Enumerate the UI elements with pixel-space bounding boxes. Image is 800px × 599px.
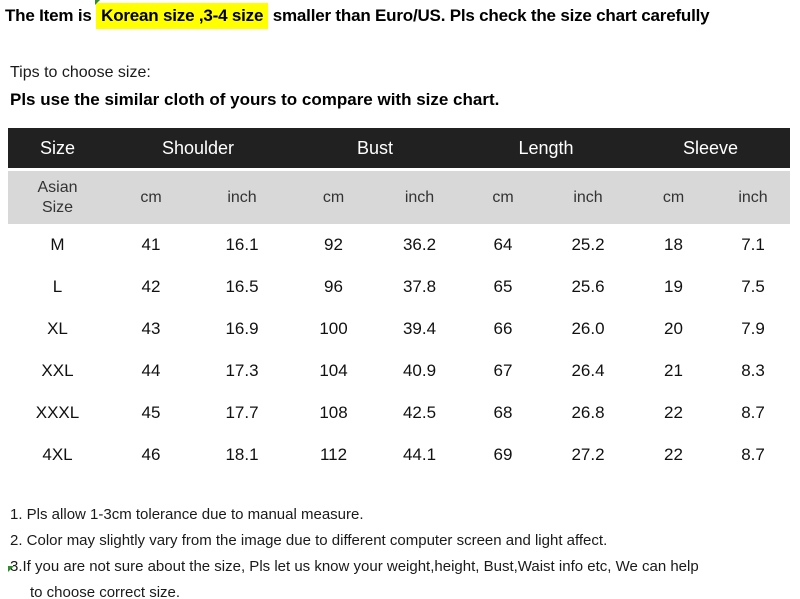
asian-size-line1: Asian <box>37 178 78 196</box>
size-cell: 4XL <box>8 434 107 476</box>
value-cell: 16.9 <box>195 308 289 350</box>
value-cell: 42 <box>107 266 195 308</box>
value-cell: 8.7 <box>716 434 791 476</box>
unit-cell: cm <box>289 171 378 224</box>
intro-highlight: Korean size ,3-4 size <box>95 0 269 29</box>
size-chart-table: Size Shoulder Bust Length Sleeve Asian Si… <box>8 128 791 476</box>
value-cell: 16.5 <box>195 266 289 308</box>
col-header-length: Length <box>461 128 631 171</box>
value-cell: 8.7 <box>716 392 791 434</box>
unit-cell: inch <box>378 171 461 224</box>
unit-cell: cm <box>107 171 195 224</box>
table-row: XXXL 45 17.7 108 42.5 68 26.8 22 8.7 <box>8 392 791 434</box>
value-cell: 64 <box>461 224 545 266</box>
col-header-sleeve: Sleeve <box>631 128 791 171</box>
value-cell: 25.6 <box>545 266 631 308</box>
table-row: XXL 44 17.3 104 40.9 67 26.4 21 8.3 <box>8 350 791 392</box>
unit-cell: cm <box>631 171 716 224</box>
unit-cell: inch <box>545 171 631 224</box>
value-cell: 39.4 <box>378 308 461 350</box>
tips-heading: Tips to choose size: <box>10 64 151 81</box>
size-cell: M <box>8 224 107 266</box>
value-cell: 21 <box>631 350 716 392</box>
value-cell: 26.0 <box>545 308 631 350</box>
value-cell: 69 <box>461 434 545 476</box>
asian-size-line2: Size <box>41 198 74 216</box>
value-cell: 96 <box>289 266 378 308</box>
value-cell: 45 <box>107 392 195 434</box>
size-cell: XXXL <box>8 392 107 434</box>
footer-notes: 1. Pls allow 1-3cm tolerance due to manu… <box>10 502 790 599</box>
col-header-size: Size <box>8 128 107 171</box>
size-cell: L <box>8 266 107 308</box>
table-subheader-row: Asian Size cm inch cm inch cm inch cm inc… <box>8 171 791 224</box>
value-cell: 41 <box>107 224 195 266</box>
note-3-continued: to choose correct size. <box>30 584 181 599</box>
green-corner-marker-icon <box>95 0 102 5</box>
value-cell: 27.2 <box>545 434 631 476</box>
value-cell: 67 <box>461 350 545 392</box>
value-cell: 40.9 <box>378 350 461 392</box>
unit-cell: cm <box>461 171 545 224</box>
value-cell: 7.5 <box>716 266 791 308</box>
unit-cell: inch <box>195 171 289 224</box>
value-cell: 18.1 <box>195 434 289 476</box>
intro-suffix: smaller than Euro/US. Pls check the size… <box>268 6 710 25</box>
table-header-row: Size Shoulder Bust Length Sleeve <box>8 128 791 171</box>
value-cell: 36.2 <box>378 224 461 266</box>
intro-title: The Item is Korean size ,3-4 size smalle… <box>5 0 797 29</box>
value-cell: 20 <box>631 308 716 350</box>
value-cell: 22 <box>631 392 716 434</box>
value-cell: 19 <box>631 266 716 308</box>
compare-tip: Pls use the similar cloth of yours to co… <box>10 90 500 109</box>
unit-cell: inch <box>716 171 791 224</box>
value-cell: 104 <box>289 350 378 392</box>
value-cell: 44.1 <box>378 434 461 476</box>
note-2: 2. Color may slightly vary from the imag… <box>10 532 608 549</box>
table-row: 4XL 46 18.1 112 44.1 69 27.2 22 8.7 <box>8 434 791 476</box>
value-cell: 26.8 <box>545 392 631 434</box>
value-cell: 25.2 <box>545 224 631 266</box>
size-cell: XXL <box>8 350 107 392</box>
value-cell: 44 <box>107 350 195 392</box>
value-cell: 112 <box>289 434 378 476</box>
value-cell: 43 <box>107 308 195 350</box>
value-cell: 68 <box>461 392 545 434</box>
size-cell: XL <box>8 308 107 350</box>
value-cell: 22 <box>631 434 716 476</box>
value-cell: 16.1 <box>195 224 289 266</box>
note-3: 3.If you are not sure about the size, Pl… <box>10 558 699 575</box>
value-cell: 66 <box>461 308 545 350</box>
green-corner-marker-icon <box>8 566 14 572</box>
value-cell: 42.5 <box>378 392 461 434</box>
value-cell: 46 <box>107 434 195 476</box>
table-row: M 41 16.1 92 36.2 64 25.2 18 7.1 <box>8 224 791 266</box>
value-cell: 100 <box>289 308 378 350</box>
note-1: 1. Pls allow 1-3cm tolerance due to manu… <box>10 506 364 523</box>
value-cell: 18 <box>631 224 716 266</box>
table-row: XL 43 16.9 100 39.4 66 26.0 20 7.9 <box>8 308 791 350</box>
intro-prefix: The Item is <box>5 6 97 25</box>
value-cell: 17.7 <box>195 392 289 434</box>
value-cell: 65 <box>461 266 545 308</box>
asian-size-label: Asian Size <box>8 171 107 224</box>
value-cell: 108 <box>289 392 378 434</box>
value-cell: 17.3 <box>195 350 289 392</box>
value-cell: 37.8 <box>378 266 461 308</box>
value-cell: 92 <box>289 224 378 266</box>
col-header-bust: Bust <box>289 128 461 171</box>
value-cell: 7.1 <box>716 224 791 266</box>
table-row: L 42 16.5 96 37.8 65 25.6 19 7.5 <box>8 266 791 308</box>
value-cell: 8.3 <box>716 350 791 392</box>
col-header-shoulder: Shoulder <box>107 128 289 171</box>
value-cell: 7.9 <box>716 308 791 350</box>
value-cell: 26.4 <box>545 350 631 392</box>
intro-highlight-text: Korean size ,3-4 size <box>101 6 264 25</box>
